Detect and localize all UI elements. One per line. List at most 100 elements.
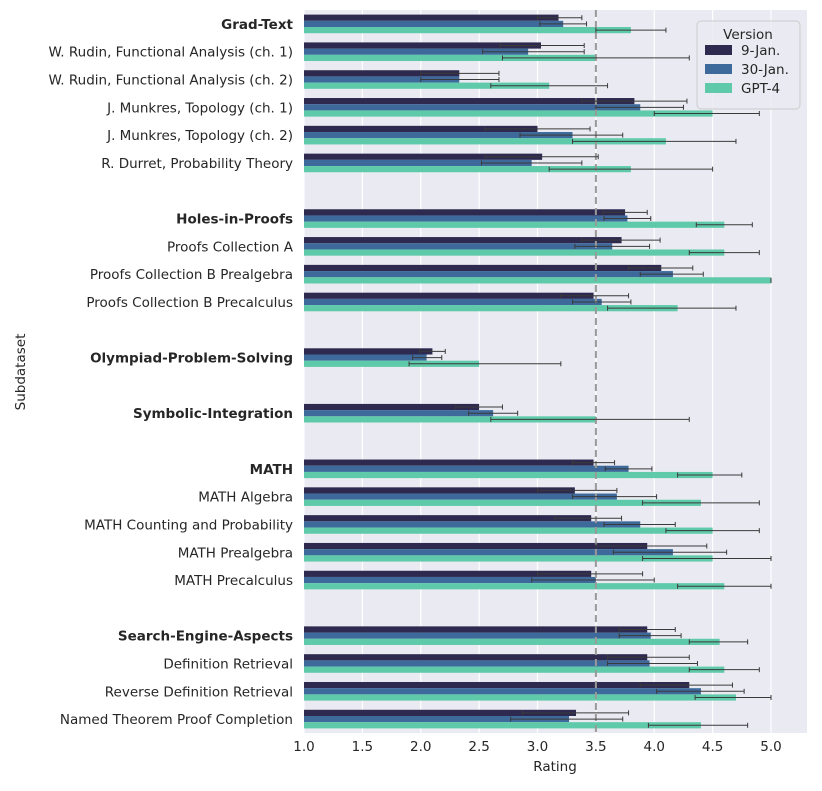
bar-GPT-4	[304, 583, 725, 590]
bar-GPT-4	[304, 166, 631, 173]
y-tick-label: Reverse Definition Retrieval	[105, 684, 293, 700]
bar-30-Jan.	[304, 576, 596, 584]
legend-title: Version	[723, 27, 773, 43]
bar-30-Jan.	[304, 271, 673, 278]
bar-9-Jan.	[304, 98, 635, 105]
y-tick-label: Proofs Collection B Prealgebra	[90, 267, 293, 283]
y-tick-label: MATH Counting and Probability	[84, 517, 293, 533]
bar-9-Jan.	[304, 487, 575, 494]
x-tick-labels: 1.0 1.5 2.0 2.5 3.0 3.5 4.0 4.5 5.0	[293, 739, 781, 755]
x-tick-label: 3.5	[585, 739, 606, 755]
bar-30-Jan.	[304, 48, 529, 55]
y-tick-label: MATH Prealgebra	[178, 545, 293, 561]
bar-30-Jan.	[304, 688, 701, 695]
bar-9-Jan.	[304, 654, 648, 661]
y-tick-label: Symbolic-Integration	[133, 406, 293, 422]
bar-30-Jan.	[304, 521, 641, 528]
x-tick-label: 3.0	[527, 739, 548, 755]
y-tick-labels: Grad-Text W. Rudin, Functional Analysis (…	[48, 17, 293, 728]
bar-9-Jan.	[304, 42, 542, 49]
y-tick-label: W. Rudin, Functional Analysis (ch. 1)	[48, 45, 293, 61]
bar-9-Jan.	[304, 153, 543, 160]
bar-30-Jan.	[304, 76, 460, 83]
bar-9-Jan.	[304, 348, 433, 355]
bar-30-Jan.	[304, 715, 570, 723]
legend-swatch	[705, 45, 732, 55]
bar-30-Jan.	[304, 465, 629, 472]
y-tick-label: Olympiad-Problem-Solving	[90, 351, 293, 367]
bar-GPT-4	[304, 249, 725, 256]
bar-GPT-4	[304, 722, 701, 729]
bar-GPT-4	[304, 527, 713, 534]
bar-9-Jan.	[304, 626, 648, 633]
bar-GPT-4	[304, 277, 771, 284]
bar-GPT-4	[304, 638, 720, 645]
bar-30-Jan.	[304, 215, 628, 222]
bar-9-Jan.	[304, 70, 460, 77]
error-bars	[408, 15, 772, 728]
y-tick-label: Holes-in-Proofs	[176, 212, 293, 228]
bar-GPT-4	[304, 471, 713, 479]
bar-GPT-4	[304, 27, 631, 34]
bar-GPT-4	[304, 360, 480, 367]
bar-9-Jan.	[304, 403, 480, 411]
bar-30-Jan.	[304, 549, 673, 556]
bar-GPT-4	[304, 138, 666, 145]
bar-30-Jan.	[304, 243, 613, 250]
bars	[304, 14, 771, 729]
bar-GPT-4	[304, 221, 725, 228]
x-tick-label: 1.0	[293, 739, 314, 755]
legend-swatch	[705, 64, 732, 74]
legend: Version 9-Jan. 30-Jan. GPT-4	[696, 20, 801, 110]
bar-30-Jan.	[304, 132, 573, 139]
x-tick-label: 1.5	[352, 739, 373, 755]
bar-9-Jan.	[304, 681, 690, 689]
legend-items: 9-Jan. 30-Jan. GPT-4	[705, 43, 789, 97]
bar-GPT-4	[304, 54, 596, 62]
y-tick-label: Proofs Collection A	[167, 239, 294, 255]
bar-9-Jan.	[304, 292, 594, 299]
bar-GPT-4	[304, 694, 736, 701]
bar-GPT-4	[304, 555, 713, 562]
legend-label: GPT-4	[741, 81, 780, 97]
legend-swatch	[705, 83, 732, 93]
y-axis-title: Subdataset	[13, 334, 29, 411]
y-tick-label: Proofs Collection B Precalculus	[86, 295, 293, 311]
y-tick-label: MATH Algebra	[198, 490, 293, 506]
bar-30-Jan.	[304, 159, 532, 167]
y-tick-label: J. Munkres, Topology (ch. 2)	[106, 128, 293, 144]
y-tick-label: Named Theorem Proof Completion	[60, 712, 293, 728]
bar-9-Jan.	[304, 14, 559, 21]
y-tick-label: MATH Precalculus	[174, 573, 293, 589]
y-tick-label: Search-Engine-Aspects	[118, 629, 293, 645]
y-tick-label: J. Munkres, Topology (ch. 1)	[106, 100, 293, 116]
bar-30-Jan.	[304, 298, 602, 306]
bar-GPT-4	[304, 82, 550, 89]
y-tick-label: MATH	[250, 462, 293, 478]
x-tick-label: 4.5	[702, 739, 723, 755]
legend-label: 30-Jan.	[741, 62, 789, 78]
bar-9-Jan.	[304, 570, 592, 577]
bar-9-Jan.	[304, 264, 662, 272]
bar-9-Jan.	[304, 542, 648, 550]
bar-30-Jan.	[304, 493, 617, 500]
bar-9-Jan.	[304, 709, 577, 716]
x-tick-label: 2.5	[468, 739, 489, 755]
legend-label: 9-Jan.	[741, 43, 780, 59]
x-axis-title: Rating	[533, 759, 577, 775]
y-tick-label: R. Durret, Probability Theory	[101, 156, 293, 172]
bar-GPT-4	[304, 499, 701, 506]
bar-30-Jan.	[304, 410, 494, 417]
bar-GPT-4	[304, 666, 725, 673]
bar-9-Jan.	[304, 459, 594, 466]
bar-30-Jan.	[304, 354, 427, 361]
bar-30-Jan.	[304, 632, 651, 639]
y-tick-label: W. Rudin, Functional Analysis (ch. 2)	[48, 73, 293, 89]
bar-9-Jan.	[304, 515, 592, 522]
x-tick-label: 4.0	[644, 739, 665, 755]
bar-GPT-4	[304, 305, 678, 312]
bar-GPT-4	[304, 110, 713, 117]
bar-30-Jan.	[304, 104, 641, 111]
bar-9-Jan.	[304, 125, 538, 133]
